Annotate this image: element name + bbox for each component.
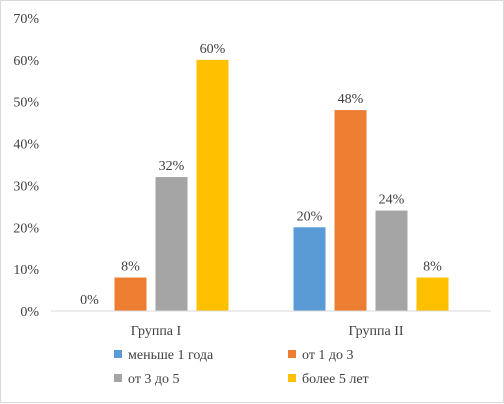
- data-label: 24%: [379, 193, 405, 208]
- y-axis: 0% 10% 20% 30% 40% 50% 60% 70%: [13, 12, 39, 320]
- data-label: 8%: [423, 260, 442, 275]
- bar: [416, 277, 449, 311]
- legend: меньше 1 года от 1 до 3 от 3 до 5 более 5 л…: [114, 348, 369, 387]
- data-label: 8%: [121, 260, 140, 275]
- data-labels: 0% 8% 32% 60% 20% 48% 24% 8%: [80, 42, 442, 308]
- y-tick-label: 40%: [13, 138, 39, 153]
- legend-label: от 1 до 3: [302, 348, 354, 363]
- category-labels: Группа I Группа II: [131, 324, 404, 339]
- legend-swatch: [114, 350, 122, 358]
- legend-label: от 3 до 5: [128, 372, 180, 387]
- y-tick-label: 70%: [13, 12, 39, 27]
- y-tick-label: 60%: [13, 54, 39, 69]
- bar: [334, 110, 367, 311]
- data-label: 20%: [297, 209, 323, 224]
- legend-swatch: [288, 350, 296, 358]
- legend-label: меньше 1 года: [128, 348, 214, 363]
- bar: [375, 210, 408, 311]
- category-label: Группа I: [131, 324, 182, 339]
- bar: [155, 177, 188, 311]
- y-tick-label: 20%: [13, 221, 39, 236]
- data-label: 0%: [80, 293, 99, 308]
- bars: [114, 59, 449, 311]
- y-tick-label: 50%: [13, 96, 39, 111]
- data-label: 32%: [159, 159, 185, 174]
- legend-swatch: [288, 374, 296, 382]
- category-label: Группа II: [348, 324, 403, 339]
- legend-swatch: [114, 374, 122, 382]
- legend-label: более 5 лет: [302, 372, 369, 387]
- y-tick-label: 10%: [13, 263, 39, 278]
- y-tick-label: 0%: [20, 305, 39, 320]
- y-tick-label: 30%: [13, 179, 39, 194]
- bar: [293, 227, 326, 311]
- bar: [196, 59, 229, 311]
- bar: [114, 277, 147, 311]
- data-label: 48%: [338, 92, 364, 107]
- data-label: 60%: [200, 42, 226, 57]
